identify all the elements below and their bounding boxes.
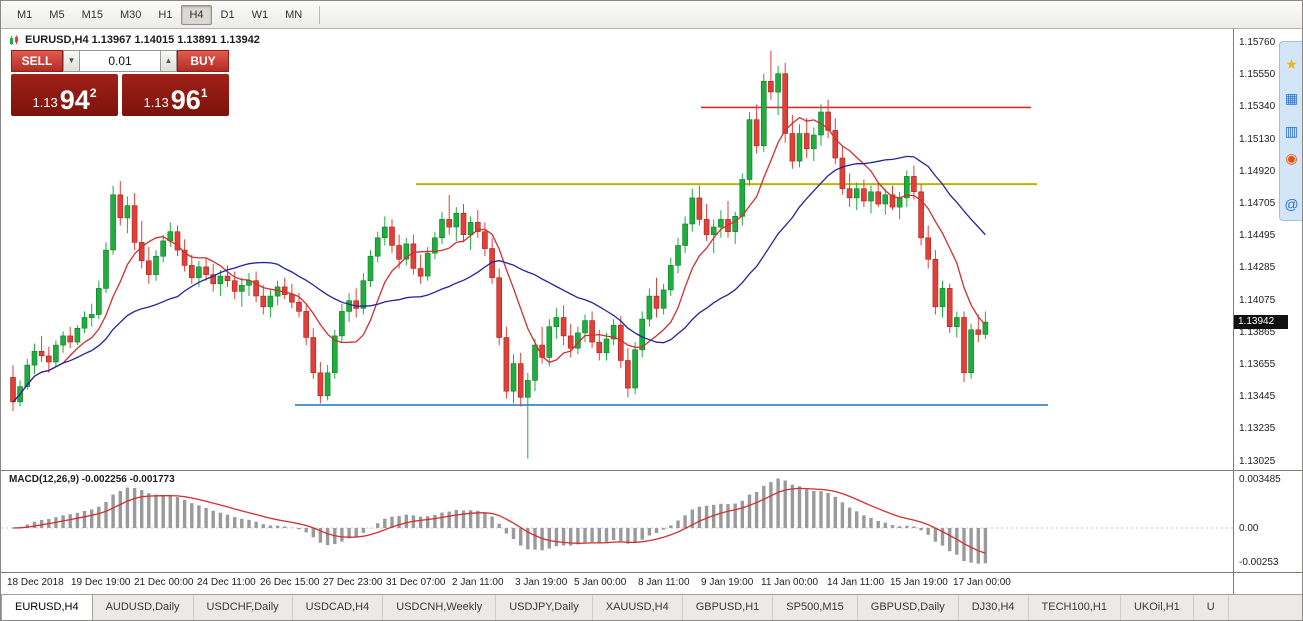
chart-tab-eurusd-h4[interactable]: EURUSD,H4 — [1, 595, 93, 620]
at-mention-icon[interactable]: @ — [1284, 196, 1299, 212]
time-axis-label: 8 Jan 11:00 — [638, 577, 690, 588]
current-price-badge: 1.13942 — [1234, 315, 1288, 329]
sell-price-point: 2 — [89, 86, 97, 100]
macd-plot[interactable] — [1, 471, 1233, 572]
time-axis-label: 24 Dec 11:00 — [197, 577, 256, 588]
chart-tab-gbpusd-h1[interactable]: GBPUSD,H1 — [683, 595, 774, 620]
candlestick-plot[interactable] — [1, 29, 1233, 470]
timeframe-button-m15[interactable]: M15 — [81, 8, 103, 21]
volume-input[interactable] — [80, 50, 160, 72]
time-axis[interactable]: 18 Dec 2018 19 Dec 19:00 21 Dec 00:00 24 De… — [1, 573, 1233, 594]
sell-price-prefix: 1.13 — [32, 95, 58, 110]
time-axis-label: 21 Dec 00:00 — [134, 577, 194, 588]
sell-price-box[interactable]: 1.13 94 2 — [11, 74, 118, 116]
symbol-info: EURUSD,H4 1.13967 1.14015 1.13891 1.1394… — [9, 34, 260, 46]
macd-axis-label: 0.003485 — [1239, 474, 1281, 485]
volume-decrease-button[interactable]: ▼ — [63, 50, 80, 72]
timeframe-button-m30[interactable]: M30 — [119, 8, 142, 21]
price-axis-label: 1.15340 — [1239, 101, 1276, 113]
eye-app-icon[interactable]: ◉ — [1285, 150, 1298, 166]
timeframe-button-w1[interactable]: W1 — [251, 8, 269, 21]
chart-tab-gbpusd-daily[interactable]: GBPUSD,Daily — [858, 595, 959, 620]
buy-price-pips: 96 — [170, 85, 201, 116]
price-axis-label: 1.13865 — [1239, 326, 1276, 338]
macd-indicator-panel[interactable]: MACD(12,26,9) -0.002256 -0.001773 — [1, 471, 1233, 572]
chart-tab-u[interactable]: U — [1194, 595, 1229, 620]
time-axis-label: 18 Dec 2018 — [7, 577, 64, 588]
trade-order-row: SELL ▼ ▲ BUY — [11, 50, 229, 72]
price-chart[interactable]: EURUSD,H4 1.13967 1.14015 1.13891 1.1394… — [1, 29, 1233, 470]
timeframe-button-h1[interactable]: H1 — [158, 8, 173, 21]
sell-price-pips: 94 — [59, 85, 90, 116]
grid-app-icon[interactable]: ▦ — [1284, 90, 1299, 106]
axis-separator — [1233, 29, 1234, 594]
time-axis-label: 19 Dec 19:00 — [71, 577, 131, 588]
price-axis-label: 1.14705 — [1239, 198, 1276, 209]
monitor-app-icon[interactable]: ▥ — [1284, 123, 1299, 139]
time-axis-label: 17 Jan 00:00 — [953, 577, 1011, 588]
price-axis-label: 1.14285 — [1239, 262, 1276, 274]
toolbar-separator — [319, 5, 321, 24]
time-axis-label: 27 Dec 23:00 — [323, 577, 383, 588]
price-axis-label: 1.13445 — [1239, 391, 1276, 403]
trade-price-row: 1.13 94 2 1.13 96 1 — [11, 74, 229, 116]
timeframe-toolbar: M1 M5 M15 M30 H1 H4 D1 W1 MN — [1, 1, 1302, 29]
candlestick-icon — [10, 35, 18, 45]
time-axis-label: 11 Jan 00:00 — [761, 577, 819, 588]
chart-tab-usdcnh-weekly[interactable]: USDCNH,Weekly — [383, 595, 497, 620]
buy-price-point: 1 — [200, 86, 208, 100]
sell-button[interactable]: SELL — [11, 50, 63, 72]
star-icon[interactable]: ★ — [1285, 56, 1298, 72]
one-click-trading-panel: SELL ▼ ▲ BUY 1.13 94 2 1.13 96 1 — [11, 50, 229, 116]
macd-axis[interactable]: 0.003485 0.00 -0.00253 — [1234, 471, 1302, 572]
price-axis-label: 1.13235 — [1239, 423, 1276, 435]
macd-axis-label: 0.00 — [1239, 523, 1259, 534]
buy-price-prefix: 1.13 — [143, 95, 169, 110]
chart-tab-sp500-m15[interactable]: SP500,M15 — [773, 595, 858, 620]
macd-axis-label: -0.00253 — [1239, 557, 1279, 568]
timeframe-button-group: M1 M5 M15 M30 H1 H4 D1 W1 MN — [9, 4, 311, 25]
chart-tab-dj30-h4[interactable]: DJ30,H4 — [959, 595, 1029, 620]
volume-increase-button[interactable]: ▲ — [160, 50, 177, 72]
chart-tab-tech100-h1[interactable]: TECH100,H1 — [1029, 595, 1121, 620]
chart-tab-usdchf-daily[interactable]: USDCHF,Daily — [194, 595, 293, 620]
time-axis-label: 14 Jan 11:00 — [827, 577, 885, 588]
symbol-ohlc-text: EURUSD,H4 1.13967 1.14015 1.13891 1.1394… — [25, 34, 260, 46]
timeframe-button-d1[interactable]: D1 — [220, 8, 235, 21]
time-axis-label: 15 Jan 19:00 — [890, 577, 948, 588]
time-axis-label: 5 Jan 00:00 — [574, 577, 627, 588]
price-axis-label: 1.15550 — [1239, 69, 1276, 81]
time-axis-label: 3 Jan 19:00 — [515, 577, 568, 588]
chart-tab-xauusd-h4[interactable]: XAUUSD,H4 — [593, 595, 683, 620]
chart-tab-usdcad-h4[interactable]: USDCAD,H4 — [293, 595, 384, 620]
chart-tab-usdjpy-daily[interactable]: USDJPY,Daily — [496, 595, 593, 620]
buy-price-box[interactable]: 1.13 96 1 — [122, 74, 229, 116]
timeframe-button-m5[interactable]: M5 — [49, 8, 65, 21]
time-axis-label: 26 Dec 15:00 — [260, 577, 320, 588]
timeframe-button-h4[interactable]: H4 — [181, 4, 212, 25]
price-axis-label: 1.14495 — [1239, 230, 1276, 242]
timeframe-button-mn[interactable]: MN — [285, 8, 303, 21]
price-axis-label: 1.15130 — [1239, 133, 1276, 145]
chart-tab-ukoil-h1[interactable]: UKOil,H1 — [1121, 595, 1194, 620]
price-axis-label: 1.13655 — [1239, 359, 1276, 370]
desktop-side-icon-strip: ★ ▦ ▥ ◉ @ — [1279, 41, 1302, 221]
timeframe-button-m1[interactable]: M1 — [17, 8, 33, 21]
price-axis-label: 1.14920 — [1239, 165, 1276, 177]
time-axis-label: 31 Dec 07:00 — [386, 577, 446, 588]
buy-button[interactable]: BUY — [177, 50, 229, 72]
time-axis-label: 2 Jan 11:00 — [452, 577, 504, 588]
price-axis-label: 1.13025 — [1239, 455, 1276, 467]
time-axis-separator — [1, 572, 1302, 573]
macd-label: MACD(12,26,9) -0.002256 -0.001773 — [9, 474, 175, 485]
time-axis-label: 9 Jan 19:00 — [701, 577, 754, 588]
price-axis-label: 1.15760 — [1239, 37, 1276, 48]
price-axis-label: 1.14075 — [1239, 294, 1276, 306]
panel-splitter[interactable] — [1, 470, 1302, 471]
chart-tabs: EURUSD,H4 AUDUSD,Daily USDCHF,Daily USDCAD,… — [1, 594, 1302, 620]
chart-tab-audusd-daily[interactable]: AUDUSD,Daily — [93, 595, 194, 620]
